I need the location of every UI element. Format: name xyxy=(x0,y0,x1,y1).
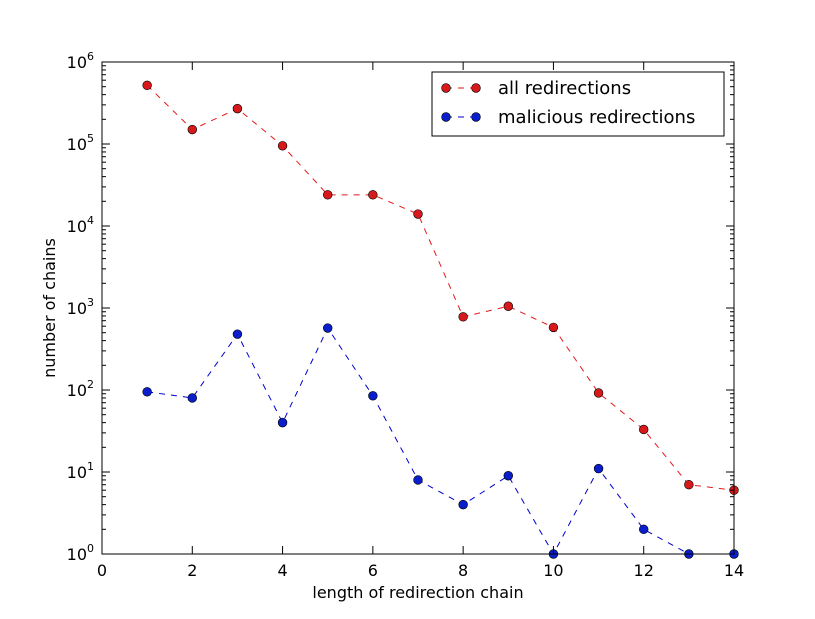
legend-marker xyxy=(471,112,481,122)
y-tick-base: 10 xyxy=(67,135,87,154)
y-tick-exponent: 0 xyxy=(87,542,94,555)
plot-area xyxy=(102,62,734,554)
data-point xyxy=(458,312,468,322)
y-tick-exponent: 6 xyxy=(87,50,94,63)
legend-entries: all redirections malicious redirections xyxy=(441,78,695,128)
x-tick-label: 0 xyxy=(97,561,107,580)
y-tick-label: 101 xyxy=(67,460,94,482)
legend-box xyxy=(431,71,725,137)
y-tick-exponent: 3 xyxy=(87,296,94,309)
data-point xyxy=(368,190,378,200)
x-axis-ticks: 0 2 4 6 8 10 12 14 xyxy=(97,62,744,580)
y-tick-base: 10 xyxy=(67,545,87,564)
series-2 xyxy=(142,323,739,559)
x-axis-label: length of redirection chain xyxy=(312,583,523,602)
y-tick-base: 10 xyxy=(67,463,87,482)
series-line-2 xyxy=(147,327,734,556)
data-point xyxy=(323,323,333,333)
series-line-1 xyxy=(146,84,735,491)
legend-item-1: all redirections xyxy=(441,78,631,99)
x-tick-label: 2 xyxy=(187,561,197,580)
data-point xyxy=(277,141,288,151)
x-tick-label: 6 xyxy=(368,561,378,580)
y-tick-label: 104 xyxy=(67,214,94,236)
x-tick-label: 8 xyxy=(458,561,468,580)
y-tick-exponent: 1 xyxy=(87,460,94,473)
data-point xyxy=(323,190,333,200)
data-point xyxy=(684,480,694,490)
legend-marker xyxy=(471,83,481,93)
legend-label: malicious redirections xyxy=(498,107,695,128)
data-point xyxy=(413,475,423,485)
series-layer xyxy=(142,80,739,559)
plot-frame xyxy=(101,61,735,555)
data-point xyxy=(639,524,649,535)
y-tick-label: 100 xyxy=(67,542,94,564)
legend: all redirections malicious redirections xyxy=(431,71,725,137)
y-axis-label: number of chains xyxy=(40,238,59,378)
data-point xyxy=(503,301,513,311)
y-tick-base: 10 xyxy=(67,53,87,72)
legend-label: all redirections xyxy=(498,78,631,99)
x-tick-label: 12 xyxy=(634,561,654,580)
x-tick-label: 10 xyxy=(543,561,563,580)
data-point xyxy=(142,387,152,397)
data-point xyxy=(593,388,604,398)
data-point xyxy=(277,417,288,428)
data-point xyxy=(187,124,197,135)
y-tick-base: 10 xyxy=(67,381,87,400)
y-tick-label: 106 xyxy=(67,50,94,72)
y-tick-label: 105 xyxy=(67,132,94,154)
series-1 xyxy=(142,80,739,495)
y-tick-label: 103 xyxy=(67,296,94,318)
data-point xyxy=(548,322,559,333)
data-point xyxy=(232,103,243,114)
legend-marker xyxy=(441,83,451,93)
data-point xyxy=(458,499,468,510)
y-tick-base: 10 xyxy=(67,217,87,236)
data-point xyxy=(413,209,423,219)
y-tick-base: 10 xyxy=(67,299,87,318)
x-tick-label: 4 xyxy=(277,561,287,580)
x-tick-label: 14 xyxy=(724,561,744,580)
legend-item-2: malicious redirections xyxy=(441,107,695,128)
y-tick-exponent: 2 xyxy=(87,378,94,391)
y-tick-exponent: 5 xyxy=(87,132,94,145)
y-tick-label: 102 xyxy=(67,378,94,400)
data-point xyxy=(593,463,604,474)
data-point xyxy=(639,424,649,435)
data-point xyxy=(368,391,378,401)
data-point xyxy=(232,329,243,339)
y-tick-exponent: 4 xyxy=(87,214,94,227)
data-point xyxy=(142,80,152,90)
legend-marker xyxy=(441,112,451,122)
data-point xyxy=(503,471,513,481)
data-point xyxy=(187,393,197,403)
